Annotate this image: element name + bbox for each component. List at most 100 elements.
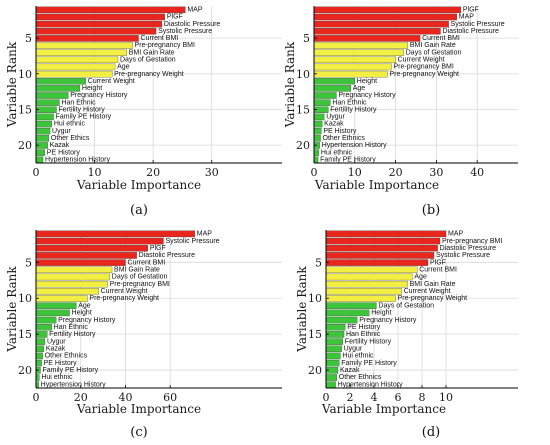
bar bbox=[35, 295, 88, 302]
x-tick-label: 6 bbox=[395, 391, 402, 404]
bar-label: Current Weight bbox=[88, 78, 135, 85]
bar bbox=[313, 135, 321, 142]
bar bbox=[325, 288, 402, 295]
bar-label: Pre-pregnancy BMI bbox=[135, 42, 195, 49]
y-tick-label: 15 bbox=[296, 103, 310, 116]
bar bbox=[35, 6, 186, 14]
x-axis-title: Variable Importance bbox=[314, 178, 439, 192]
bar bbox=[35, 113, 54, 121]
bar-label: Han Ethnic bbox=[61, 99, 96, 106]
bar bbox=[313, 92, 337, 99]
bar bbox=[35, 288, 99, 295]
bar-label: Height bbox=[82, 85, 102, 92]
y-tick-label: 5 bbox=[315, 256, 322, 269]
x-tick-label: 30 bbox=[205, 166, 219, 179]
bar-label: PlGF bbox=[430, 259, 446, 266]
bar-label: BMI Gain Rate bbox=[129, 49, 175, 56]
bar bbox=[325, 302, 377, 309]
bar bbox=[35, 78, 86, 85]
bar bbox=[35, 252, 137, 259]
bar-label: Age bbox=[78, 302, 91, 309]
y-tick-label: 5 bbox=[303, 32, 310, 45]
x-tick-label: 30 bbox=[429, 166, 443, 179]
bar-label: PlGF bbox=[150, 245, 166, 252]
panel-caption: (a) bbox=[130, 203, 148, 218]
x-axis-title: Variable Importance bbox=[76, 178, 201, 192]
bar-label: BMI Gain Rate bbox=[410, 281, 456, 288]
bar-label: Pre-pregnancy BMI bbox=[394, 64, 454, 71]
bar bbox=[35, 92, 69, 99]
bar-label: BMI Gain Rate bbox=[114, 267, 160, 274]
bar-label: PE History bbox=[44, 360, 78, 367]
bar bbox=[35, 324, 52, 331]
bar bbox=[325, 230, 447, 238]
bar bbox=[35, 99, 60, 106]
x-tick-label: 0 bbox=[323, 391, 330, 404]
bar bbox=[313, 113, 325, 121]
bar-label: MAP bbox=[197, 231, 213, 238]
bar-label: Hui ethnic bbox=[342, 353, 374, 360]
bar-label: Han Ethnic bbox=[54, 324, 89, 331]
bar bbox=[313, 35, 421, 42]
bar bbox=[325, 359, 340, 367]
x-tick-label: 0 bbox=[33, 166, 40, 179]
bar bbox=[35, 230, 195, 238]
y-tick-label: 20 bbox=[18, 139, 32, 152]
bar-label: Uygur bbox=[47, 338, 66, 345]
panel-caption: (c) bbox=[130, 425, 147, 440]
bar bbox=[313, 49, 404, 56]
bar-label: Family PE History bbox=[320, 156, 376, 163]
y-tick-label: 20 bbox=[18, 364, 32, 377]
bar bbox=[313, 28, 441, 35]
bar bbox=[325, 374, 337, 381]
bar-label: PE History bbox=[47, 149, 81, 156]
panel-caption: (d) bbox=[422, 425, 440, 440]
y-tick-label: 10 bbox=[296, 68, 310, 81]
bar-label: Days of Gestation bbox=[112, 274, 168, 281]
bar bbox=[35, 49, 127, 56]
bar-label: MAP bbox=[448, 231, 464, 238]
bar bbox=[325, 237, 441, 245]
x-axis-title: Variable Importance bbox=[321, 402, 446, 416]
bar-label: Kazak bbox=[324, 121, 344, 128]
y-tick-label: 10 bbox=[18, 292, 32, 305]
bar bbox=[35, 28, 157, 35]
bar-label: Pre-pregnancy Weight bbox=[398, 295, 468, 302]
bar-label: Hui ethnic bbox=[41, 374, 73, 381]
bar-label: Kazak bbox=[50, 142, 70, 149]
bar-label: Family PE History bbox=[341, 360, 397, 367]
bar bbox=[313, 6, 462, 14]
bar bbox=[35, 135, 50, 142]
bar-label: Days of Gestation bbox=[378, 302, 434, 309]
bar-label: Hypertension History bbox=[41, 381, 106, 388]
y-tick-label: 15 bbox=[18, 328, 32, 341]
bar bbox=[325, 245, 438, 252]
bar bbox=[35, 266, 113, 274]
bar bbox=[313, 85, 351, 92]
bar-label: PlGF bbox=[167, 14, 183, 21]
bar bbox=[35, 309, 70, 317]
panel-caption: (b) bbox=[422, 203, 440, 218]
bar-label: Current Weight bbox=[404, 288, 451, 295]
bar bbox=[325, 345, 342, 353]
bar-label: Diastolic Pressure bbox=[440, 245, 497, 252]
bar-label: PE History bbox=[347, 324, 381, 331]
bar-label: Systolic Pressure bbox=[165, 238, 219, 245]
bar bbox=[35, 63, 116, 71]
bar bbox=[313, 63, 392, 71]
bar bbox=[35, 345, 44, 353]
bar-label: Age bbox=[414, 274, 427, 281]
bar-label: Fertility History bbox=[49, 331, 96, 338]
x-tick-label: 40 bbox=[118, 391, 132, 404]
bar bbox=[35, 156, 44, 163]
bar-label: Systolic Pressure bbox=[158, 28, 212, 35]
bar-label: Current Weight bbox=[101, 288, 148, 295]
bar bbox=[313, 127, 322, 135]
bar-label: Kazak bbox=[46, 346, 66, 353]
bar-label: Other Ethnics bbox=[45, 353, 88, 360]
bar bbox=[35, 13, 166, 21]
bar-label: Other Ethics bbox=[51, 135, 90, 142]
